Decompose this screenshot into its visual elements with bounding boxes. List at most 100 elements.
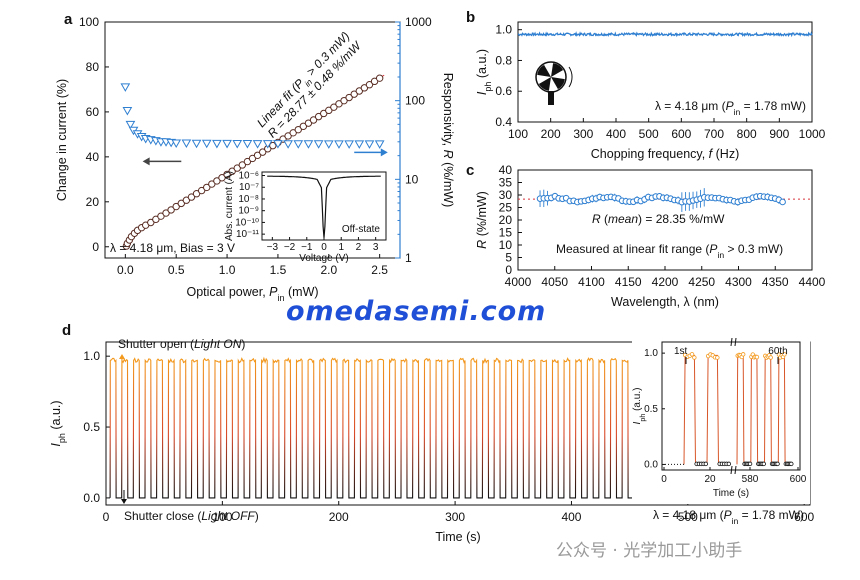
a-current-point [167,206,175,214]
d-xtick-label: 300 [445,510,465,524]
a-responsivity-point [242,140,253,149]
a-inset-xtick-label: 1 [338,242,344,253]
b-condition-label: λ = 4.18 μm (Pin = 1.78 mW) [655,99,806,117]
a-current-point [375,74,384,82]
d-inset-break [734,337,737,347]
d-inset-ylabel: Iph (a.u.) [632,388,647,425]
a-current-point [345,93,353,102]
a-ytick-label: 80 [86,60,100,74]
a-current-point [330,103,338,111]
c-ytick-label: 20 [499,213,513,227]
panel-a-letter: a [64,11,73,28]
d-xtick-label: 100 [212,510,232,524]
a-responsivity-point [273,140,283,149]
a-responsivity-point [181,139,192,148]
a-responsivity-point [323,140,334,149]
c-xtick-label: 4100 [578,275,605,289]
watermark: omedasemi.com [286,296,547,327]
a-inset-label: Off-state [342,224,381,235]
a-inset-xtick-label: 3 [373,242,379,253]
d-inset-xtick-label: 0 [661,474,667,485]
a-inset-ytick-label: 10⁻⁶ [238,171,259,182]
a-responsivity-point [283,140,293,149]
b-ytick-label: 1.0 [495,23,512,37]
a-responsivity-point [313,140,324,149]
a-responsivity-point [232,140,243,149]
a-current-point [258,148,267,156]
c-xtick-label: 4150 [615,275,642,289]
a-fit-text-1: Linear fit (Pin > 0.3 mW) [254,29,355,133]
footer-note: 公众号 · 光学加工小助手 [556,541,743,561]
a-inset-frame [261,171,387,241]
a-ytick-label: 20 [86,195,100,209]
a-inset-ytick-label: 10⁻⁷ [239,182,259,193]
a-responsivity-point [222,139,232,149]
a-ytick-label: 0 [92,240,99,254]
c-range-label: Measured at linear fit range (Pin > 0.3 … [556,242,783,260]
a-inset-xtick-label: −2 [284,242,296,253]
d-inset-point [689,352,695,357]
d-inset-point [768,355,773,360]
a-responsivity-point [364,140,375,149]
d-inset-ytick-label: 0.5 [644,404,658,415]
b-xtick-label: 600 [671,127,691,141]
a-responsivity-point [252,140,263,149]
d-inset-point [775,461,780,467]
c-ytick-label: 40 [499,163,513,177]
a-responsivity-point [191,139,202,149]
a-y2tick-label: 1 [405,251,412,265]
a-inset-xlabel: Voltage (V) [299,253,348,264]
a-xtick-label: 1.0 [219,263,236,277]
a-inset-xtick-label: 0 [321,242,327,253]
c-xlabel: Wavelength, λ (nm) [611,295,719,309]
c-ytick-label: 30 [499,188,513,202]
chopper-blade [551,63,564,77]
d-inset-point [754,354,760,360]
d-open-arrow-head [119,354,125,359]
d-xtick-label: 600 [794,510,814,524]
d-inset-xlabel: Time (s) [713,488,749,499]
d-inset-xtick-label: 20 [704,474,716,485]
d-ytick-label: 0.0 [83,491,100,505]
b-xtick-label: 500 [639,127,659,141]
a-current-point [365,81,374,89]
d-inset-break [730,337,733,347]
a-current-point [309,116,318,124]
b-ytick-label: 0.4 [495,115,512,129]
d-inset-break [730,465,733,475]
b-xtick-label: 700 [704,127,724,141]
d-open-label: Shutter open (Light ON) [118,337,245,351]
d-condition-label: λ = 4.18 μm (Pin = 1.78 mW) [653,508,804,526]
a-current-point [187,193,196,201]
chopper-blade [551,77,565,90]
a-responsivity-point [120,83,131,92]
a-inset-xtick-label: −1 [301,242,313,253]
a-y2label: Responsivity, R (%/mW) [441,73,455,208]
d-inset-ytick-label: 1.0 [644,348,658,359]
a-responsivity-point [354,140,365,149]
d-inset-point [726,461,732,467]
a-ytick-label: 40 [86,150,100,164]
c-xtick-label: 4200 [652,275,679,289]
a-responsivity-point [201,139,212,149]
b-xtick-label: 800 [737,127,757,141]
b-xtick-label: 400 [606,127,626,141]
c-xtick-label: 4350 [762,275,789,289]
d-inset-break [734,465,737,475]
b-xtick-label: 200 [541,127,561,141]
a-responsivity-point [125,120,136,130]
d-xtick-label: 400 [561,510,581,524]
c-mean-label: R (mean) = 28.35 %/mW [592,212,725,226]
d-inset-point [703,461,709,467]
a-inset-xtick-label: −3 [267,242,279,253]
a-arrow-right-head [380,148,388,157]
a-inset-ytick-label: 10⁻⁸ [238,194,259,205]
a-current-point [238,161,247,169]
d-ylabel: Iph (a.u.) [49,400,67,446]
b-xtick-label: 1000 [799,127,826,141]
a-inset-ytick-label: 10⁻¹⁰ [235,217,259,228]
b-ytick-label: 0.8 [495,53,512,67]
a-inset-ytick-label: 10⁻⁹ [238,206,259,217]
a-inset-ytick-label: 10⁻¹¹ [236,229,260,240]
